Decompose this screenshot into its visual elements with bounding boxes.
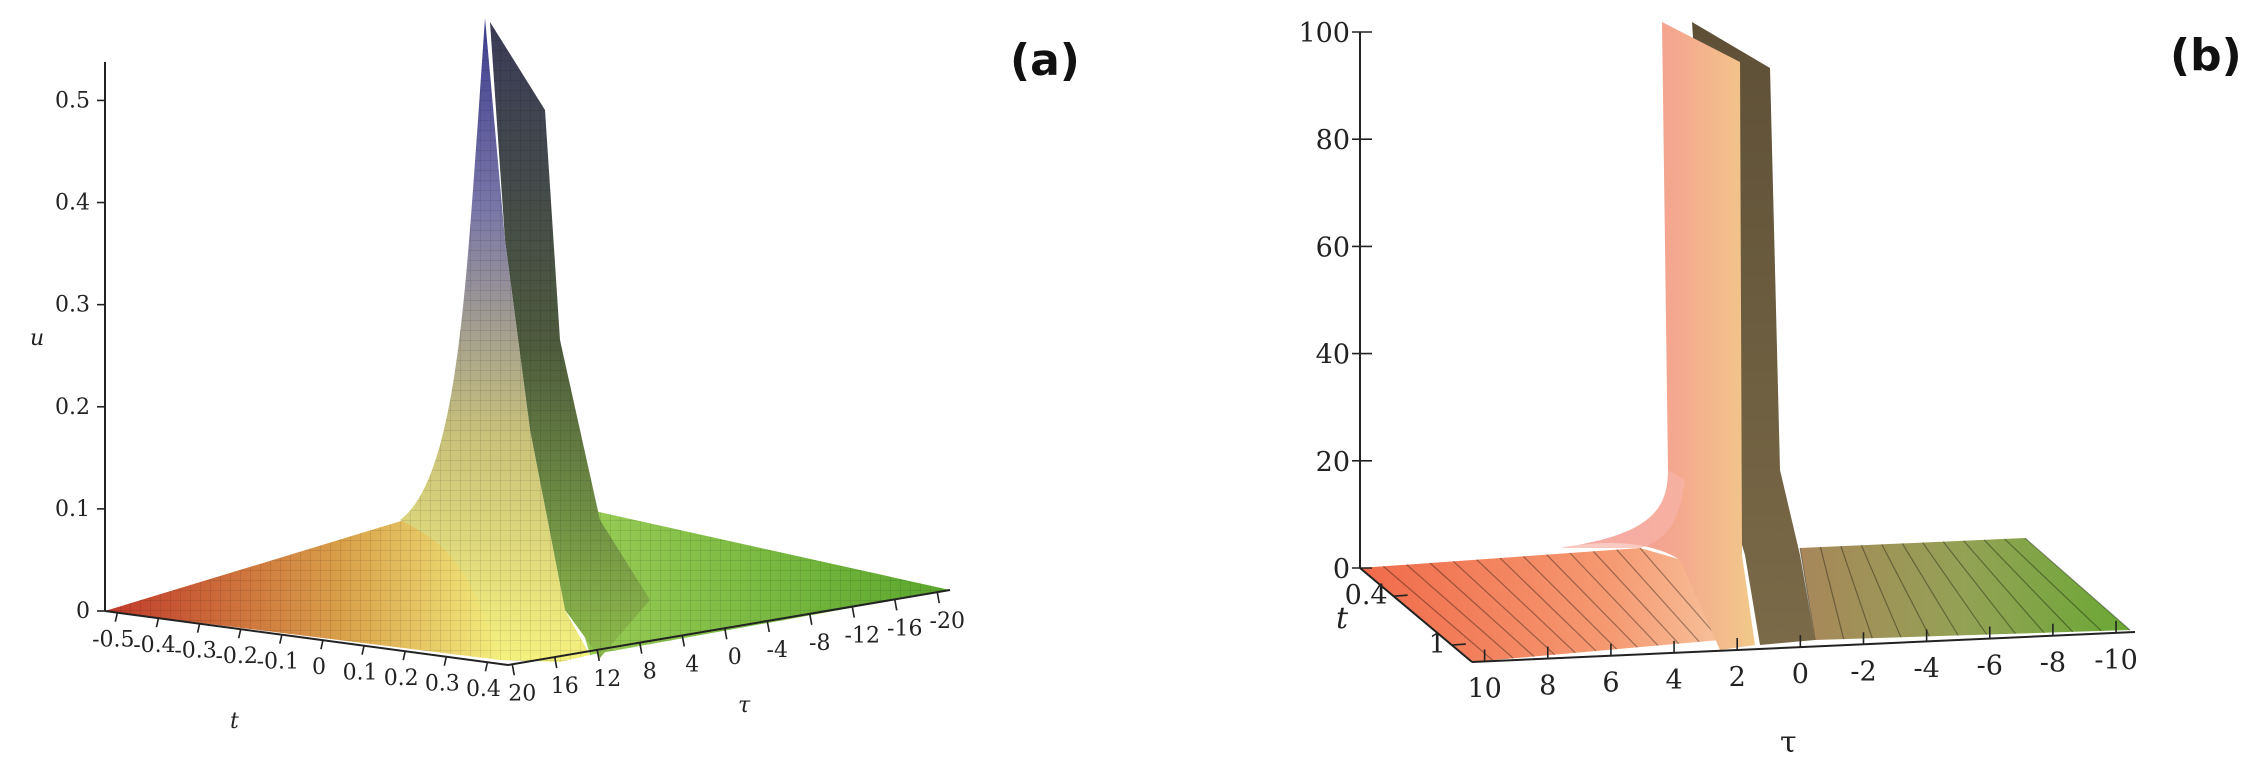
t-axis-ticks-a: -0.5-0.4-0.3-0.2-0.1 0 0.1 0.2 0.3 0.4 [92,612,501,702]
tau-tick-mark-a [638,642,643,654]
t-tick-label-b: 1 [1429,629,1446,660]
u-tick-label-a: 0.4 [55,191,90,216]
tau-tick-mark-a [723,628,728,640]
tau-tick-mark-a [766,620,771,633]
tau-tick-mark-a [596,649,601,661]
t-tick-label-a: -0.2 [215,644,257,669]
tau-tick-mark-a [553,656,558,669]
tau-tick-label-b: -8 [2040,648,2066,679]
tau-tick-label-b: 10 [1467,673,1501,704]
t-tick-label-a: -0.5 [92,628,134,653]
axis-label-t-b: t [1336,601,1349,636]
t-tick-mark-a [114,612,119,622]
surface-b-grid [1359,547,1721,663]
surface-b-front-wall [1560,22,1755,650]
t-tick-mark-a [155,617,160,628]
panel-label-a: (a) [1010,35,1080,86]
tau-tick-label-a: -12 [845,624,880,649]
tau-tick-label-a: 16 [551,674,579,699]
u-tick-label-a: 0.1 [55,497,90,522]
axis-label-tau-b: τ [1780,725,1797,760]
tau-tick-label-b: 0 [1792,659,1809,690]
tau-tick-label-a: 12 [593,667,621,692]
tau-tick-label-b: -10 [2094,645,2137,676]
surface-b-grid-right [1799,537,2131,641]
t-tick-mark-a [402,651,406,661]
tau-tick-label-a: -16 [887,616,922,641]
t-tick-mark-a [484,662,489,672]
tau-tick-label-a: -8 [809,631,830,656]
t-tick-label-a: -0.3 [174,639,216,664]
axis-label-u-a: u [30,326,44,351]
axis-label-tau-a: τ [738,693,751,718]
tau-tick-mark-a [808,613,813,625]
u-axis-ticks-b: 0 20 40 60 80 100 [1298,18,1372,585]
tau-tick-label-b: 6 [1602,668,1619,699]
tau-tick-label-b: -2 [1850,656,1876,687]
tau-tick-mark-a [511,664,516,676]
t-tick-label-a: 0.2 [384,666,419,691]
t-tick-mark-a [361,645,365,655]
surface-b-left-floor [1360,548,1720,662]
t-tick-label-a: 0 [312,655,326,680]
panel-label-b: (b) [2170,30,2242,81]
tau-tick-mark-a [893,599,898,611]
u-axis-ticks-a: 0 0.1 0.2 0.3 0.4 0.5 [55,88,105,624]
t-tick-mark-a [443,656,448,666]
t-tick-label-a: 0.1 [343,661,378,686]
tau-tick-label-a: 0 [728,645,742,670]
tau-tick-label-a: -4 [767,638,788,663]
tau-tick-mark-a [851,606,856,618]
u-tick-label-b: 40 [1316,340,1350,371]
t-tick-mark-a [320,640,324,650]
tau-tick-label-b: 8 [1539,671,1556,702]
t-tick-mark-a [196,623,201,633]
u-tick-label-b: 80 [1316,125,1350,156]
u-tick-label-b: 60 [1316,232,1350,263]
t-tick-mark-b [1451,643,1466,646]
u-tick-label-a: 0.5 [55,88,90,113]
t-tick-mark-b [1393,594,1408,597]
u-tick-label-b: 100 [1298,18,1350,49]
u-tick-label-a: 0 [76,599,90,624]
t-axis-ticks-b: 0.41 [1345,580,1466,660]
tau-tick-label-a: -20 [930,609,965,634]
t-tick-label-a: 0.3 [425,672,460,697]
t-tick-label-a: -0.1 [257,650,299,675]
u-tick-label-b: 20 [1316,447,1350,478]
tau-tick-mark-a [936,592,941,604]
surface-b-right-floor [1800,538,2130,640]
axis-label-t-a: t [230,709,239,734]
t-tick-label-a: -0.4 [133,633,175,658]
tau-tick-label-a: 20 [508,681,536,706]
u-tick-label-a: 0.3 [55,293,90,318]
t-tick-mark-a [237,629,242,639]
t-tick-mark-a [279,634,283,644]
tau-tick-label-b: -6 [1977,651,2003,682]
t-tick-label-b: 0.4 [1345,580,1388,611]
t-tick-label-a: 0.4 [466,677,501,702]
tau-axis-ticks-a: 20 16 12 8 4 0 -4 -8 -12 -16 -20 [508,592,965,706]
tau-tick-label-b: 2 [1729,662,1746,693]
u-tick-label-b: 0 [1333,554,1350,585]
tau-tick-label-b: -4 [1913,653,1939,684]
tau-tick-label-b: 4 [1665,665,1682,696]
panel-a: 00.10.20.30.40.5 -0.5-0.4-0.3-0.2-0.1 0 0.… [30,18,1080,734]
tau-tick-label-a: 4 [685,652,699,677]
u-tick-label-a: 0.2 [55,395,90,420]
tau-axis-ticks-b: 10 8 6 4 2 0 -2 -4 -6 -8 -10 [1467,620,2138,704]
tau-tick-label-a: 8 [643,660,657,685]
tau-tick-mark-a [681,635,686,647]
